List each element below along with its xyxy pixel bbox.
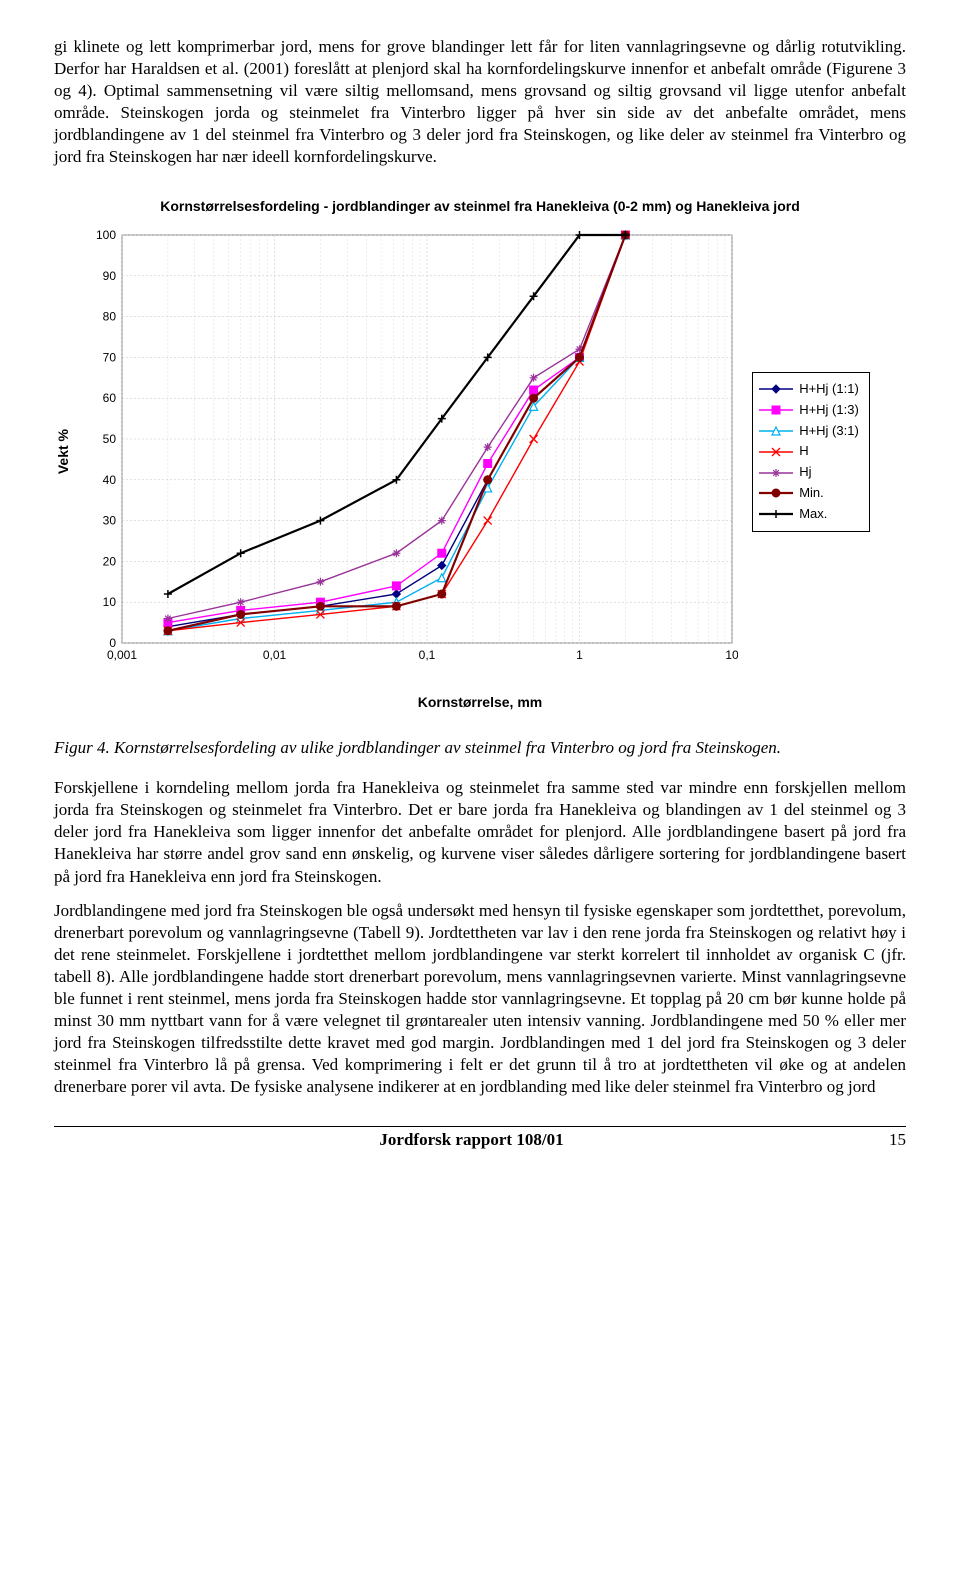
legend-label: Min. (799, 483, 824, 504)
chart-xlabel: Kornstørrelse, mm (54, 693, 906, 711)
legend-label: H+Hj (3:1) (799, 421, 859, 442)
body-paragraph: Forskjellene i korndeling mellom jorda f… (54, 777, 906, 887)
svg-text:40: 40 (103, 473, 117, 487)
svg-text:1: 1 (576, 648, 583, 662)
legend-item: H+Hj (1:3) (759, 400, 859, 421)
svg-text:90: 90 (103, 269, 117, 283)
legend-item: Min. (759, 483, 859, 504)
svg-text:30: 30 (103, 513, 117, 527)
svg-text:80: 80 (103, 309, 117, 323)
legend-label: Hj (799, 462, 811, 483)
legend-swatch (759, 487, 793, 499)
legend-swatch (759, 404, 793, 416)
legend-swatch (759, 425, 793, 437)
body-paragraph: gi klinete og lett komprimerbar jord, me… (54, 36, 906, 169)
legend-label: H+Hj (1:3) (799, 400, 859, 421)
page-footer: Jordforsk rapport 108/01 15 (54, 1126, 906, 1151)
footer-page-number: 15 (889, 1129, 906, 1151)
svg-text:0,001: 0,001 (107, 648, 137, 662)
svg-text:70: 70 (103, 350, 117, 364)
legend-label: Max. (799, 504, 827, 525)
chart-row: Vekt % 01020304050607080901000,0010,010,… (54, 229, 906, 675)
footer-title: Jordforsk rapport 108/01 (379, 1129, 563, 1151)
svg-text:0,01: 0,01 (263, 648, 287, 662)
svg-text:10: 10 (103, 595, 117, 609)
figure-caption: Figur 4. Kornstørrelsesfordeling av ulik… (54, 737, 906, 759)
legend-swatch (759, 508, 793, 520)
svg-text:0,1: 0,1 (419, 648, 436, 662)
svg-text:60: 60 (103, 391, 117, 405)
svg-text:10: 10 (726, 648, 739, 662)
chart-plot: 01020304050607080901000,0010,010,1110 (78, 229, 738, 675)
chart-legend: H+Hj (1:1)H+Hj (1:3)H+Hj (3:1)HHjMin.Max… (752, 372, 870, 532)
legend-item: Hj (759, 462, 859, 483)
legend-swatch (759, 446, 793, 458)
svg-text:20: 20 (103, 554, 117, 568)
chart-title: Kornstørrelsesfordeling - jordblandinger… (54, 197, 906, 215)
legend-label: H (799, 441, 808, 462)
legend-item: H+Hj (3:1) (759, 421, 859, 442)
legend-item: H+Hj (1:1) (759, 379, 859, 400)
legend-swatch (759, 467, 793, 479)
chart-ylabel: Vekt % (54, 429, 72, 474)
legend-item: H (759, 441, 859, 462)
svg-text:50: 50 (103, 432, 117, 446)
body-paragraph: Jordblandingene med jord fra Steinskogen… (54, 900, 906, 1099)
legend-label: H+Hj (1:1) (799, 379, 859, 400)
svg-text:100: 100 (96, 229, 116, 242)
legend-item: Max. (759, 504, 859, 525)
legend-swatch (759, 383, 793, 395)
